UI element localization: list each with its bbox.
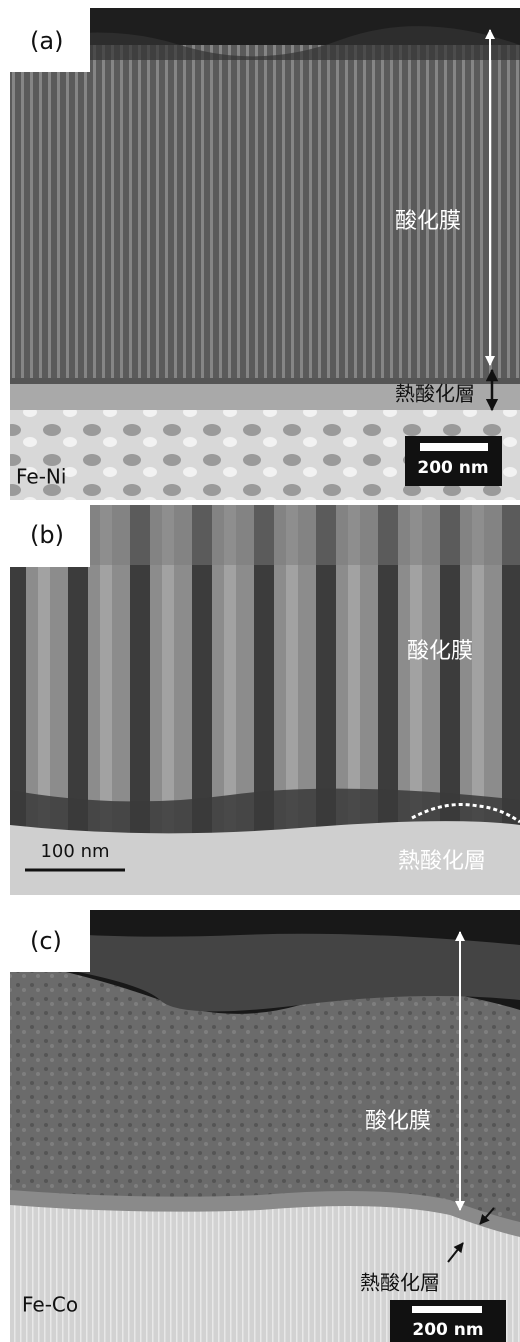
panel-b: (b) 酸化膜 熱酸化層 100 nm — [10, 505, 520, 895]
alloy-label: Fe-Ni — [16, 465, 66, 489]
layer-label: 熱酸化層 — [395, 382, 475, 406]
panel-c: (c) 酸化膜 熱酸化層 Fe-Co 200 nm — [10, 910, 520, 1342]
film-label: 酸化膜 — [365, 1109, 431, 1134]
scale-label: 200 nm — [417, 458, 488, 478]
film-label: 酸化膜 — [407, 639, 473, 664]
panel-label: (c) — [30, 927, 62, 955]
figure: (a) 酸化膜 熱酸化層 Fe-Ni 200 nm (b) 酸化膜 熱酸化層 1… — [0, 0, 520, 1342]
panel-a: (a) 酸化膜 熱酸化層 Fe-Ni 200 nm — [10, 8, 520, 500]
film-label: 酸化膜 — [395, 209, 461, 234]
panel-label: (b) — [30, 521, 64, 549]
scale-label: 200 nm — [412, 1320, 483, 1340]
panel-label: (a) — [30, 27, 63, 55]
layer-label: 熱酸化層 — [398, 849, 486, 874]
alloy-label: Fe-Co — [22, 1293, 78, 1317]
scale-label: 100 nm — [40, 841, 109, 862]
layer-label: 熱酸化層 — [360, 1271, 440, 1295]
